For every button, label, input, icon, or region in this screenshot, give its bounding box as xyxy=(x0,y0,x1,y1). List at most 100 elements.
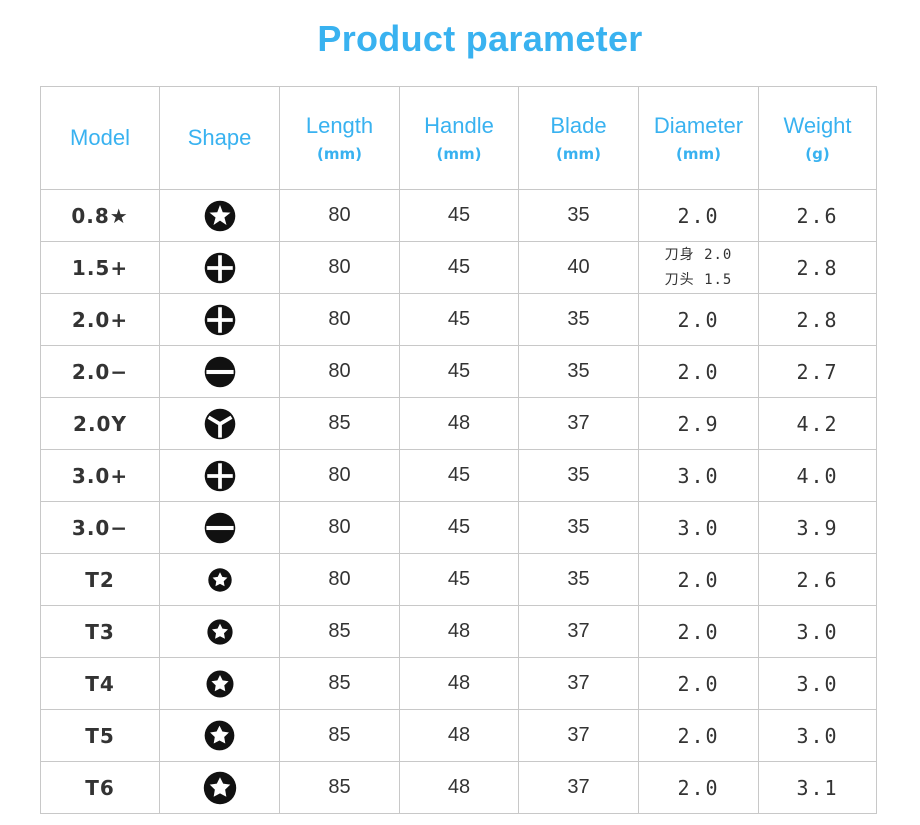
weight-cell: 4.2 xyxy=(758,397,877,450)
handle-cell: 45 xyxy=(399,449,519,502)
blade-cell: 37 xyxy=(518,605,639,658)
model-cell: T2 xyxy=(40,553,160,606)
length-cell: 80 xyxy=(279,293,400,346)
header-shape-label: Shape xyxy=(187,125,252,151)
header-diameter-label: Diameter xyxy=(653,112,744,138)
handle-cell: 45 xyxy=(399,501,519,554)
blade-cell: 37 xyxy=(518,761,639,814)
shape-cell xyxy=(159,605,280,658)
shape-cell xyxy=(159,553,280,606)
weight-cell: 3.9 xyxy=(758,501,877,554)
shape-cell xyxy=(159,241,280,294)
header-length: Length (mm) xyxy=(279,86,400,190)
handle-cell: 45 xyxy=(399,345,519,398)
table-row: 2.0+ 80 45 35 2.0 2.8 xyxy=(40,293,877,346)
shape-cell xyxy=(159,449,280,502)
model-cell: 1.5+ xyxy=(40,241,160,294)
table-row: 2.0Y 85 48 37 2.9 4.2 xyxy=(40,397,877,450)
handle-cell: 48 xyxy=(399,605,519,658)
table-row: T6 85 48 37 2.0 3.1 xyxy=(40,761,877,814)
blade-cell: 37 xyxy=(518,397,639,450)
model-cell: 3.0− xyxy=(40,501,160,554)
diameter-body: 刀身 2.0 xyxy=(664,247,733,263)
blade-cell: 40 xyxy=(518,241,639,294)
length-cell: 85 xyxy=(279,397,400,450)
blade-cell: 35 xyxy=(518,449,639,502)
length-cell: 85 xyxy=(279,605,400,658)
length-cell: 85 xyxy=(279,709,400,762)
handle-cell: 48 xyxy=(399,709,519,762)
table-row: T2 80 45 35 2.0 2.6 xyxy=(40,553,877,606)
weight-cell: 2.7 xyxy=(758,345,877,398)
diameter-cell: 3.0 xyxy=(638,501,759,554)
table-row: 3.0− 80 45 35 3.0 3.9 xyxy=(40,501,877,554)
length-cell: 85 xyxy=(279,761,400,814)
model-cell: T3 xyxy=(40,605,160,658)
model-cell: T4 xyxy=(40,657,160,710)
header-weight: Weight (g) xyxy=(758,86,877,190)
blade-cell: 35 xyxy=(518,553,639,606)
star-tip-icon xyxy=(203,199,237,233)
slot-tip-icon xyxy=(203,355,237,389)
header-blade: Blade (mm) xyxy=(518,86,639,190)
blade-cell: 35 xyxy=(518,501,639,554)
diameter-cell: 2.0 xyxy=(638,605,759,658)
blade-cell: 37 xyxy=(518,709,639,762)
handle-cell: 45 xyxy=(399,293,519,346)
torx-tip-icon xyxy=(206,618,234,646)
header-model-label: Model xyxy=(70,125,130,151)
shape-cell xyxy=(159,709,280,762)
weight-cell: 4.0 xyxy=(758,449,877,502)
table-row: 0.8★ 80 45 35 2.0 2.6 xyxy=(40,189,877,242)
handle-cell: 48 xyxy=(399,397,519,450)
shape-cell xyxy=(159,293,280,346)
length-cell: 80 xyxy=(279,553,400,606)
shape-cell xyxy=(159,761,280,814)
torx-tip-icon xyxy=(203,719,236,752)
diameter-cell: 2.9 xyxy=(638,397,759,450)
diameter-tip: 刀头 1.5 xyxy=(664,271,733,288)
shape-cell xyxy=(159,657,280,710)
diameter-cell: 3.0 xyxy=(638,449,759,502)
diameter-cell: 2.0 xyxy=(638,189,759,242)
shape-cell xyxy=(159,345,280,398)
weight-cell: 3.0 xyxy=(758,709,877,762)
header-blade-label: Blade xyxy=(550,112,607,138)
torx-tip-icon xyxy=(205,669,235,699)
blade-cell: 37 xyxy=(518,657,639,710)
model-cell: 2.0+ xyxy=(40,293,160,346)
page-title: Product parameter xyxy=(317,18,643,59)
header-length-unit: (mm) xyxy=(317,145,362,164)
slot-tip-icon xyxy=(203,511,237,545)
handle-cell: 45 xyxy=(399,189,519,242)
table-row: 2.0− 80 45 35 2.0 2.7 xyxy=(40,345,877,398)
table-row: 1.5+ 80 45 40 刀身 2.0 刀头 1.5 2.8 xyxy=(40,241,877,294)
shape-cell xyxy=(159,397,280,450)
torx-tip-icon xyxy=(207,567,233,593)
header-handle-label: Handle xyxy=(424,112,494,138)
header-diameter-unit: (mm) xyxy=(676,145,721,164)
torx-tip-icon xyxy=(202,770,238,806)
length-cell: 85 xyxy=(279,657,400,710)
header-blade-unit: (mm) xyxy=(556,145,601,164)
diameter-cell: 2.0 xyxy=(638,553,759,606)
parameter-table: Model Shape Length (mm) Handle (mm) Blade (… xyxy=(40,86,877,814)
handle-cell: 45 xyxy=(399,241,519,294)
header-handle: Handle (mm) xyxy=(399,86,519,190)
header-row: Model Shape Length (mm) Handle (mm) Blade (… xyxy=(40,86,877,190)
length-cell: 80 xyxy=(279,189,400,242)
header-shape: Shape xyxy=(159,86,280,190)
header-weight-unit: (g) xyxy=(805,145,830,164)
shape-cell xyxy=(159,189,280,242)
diameter-cell: 2.0 xyxy=(638,709,759,762)
cross-tip-icon xyxy=(203,459,237,493)
length-cell: 80 xyxy=(279,449,400,502)
weight-cell: 2.8 xyxy=(758,293,877,346)
diameter-cell: 2.0 xyxy=(638,657,759,710)
length-cell: 80 xyxy=(279,501,400,554)
diameter-cell: 2.0 xyxy=(638,345,759,398)
model-cell: T6 xyxy=(40,761,160,814)
diameter-cell: 2.0 xyxy=(638,761,759,814)
model-cell: 2.0− xyxy=(40,345,160,398)
header-model: Model xyxy=(40,86,160,190)
